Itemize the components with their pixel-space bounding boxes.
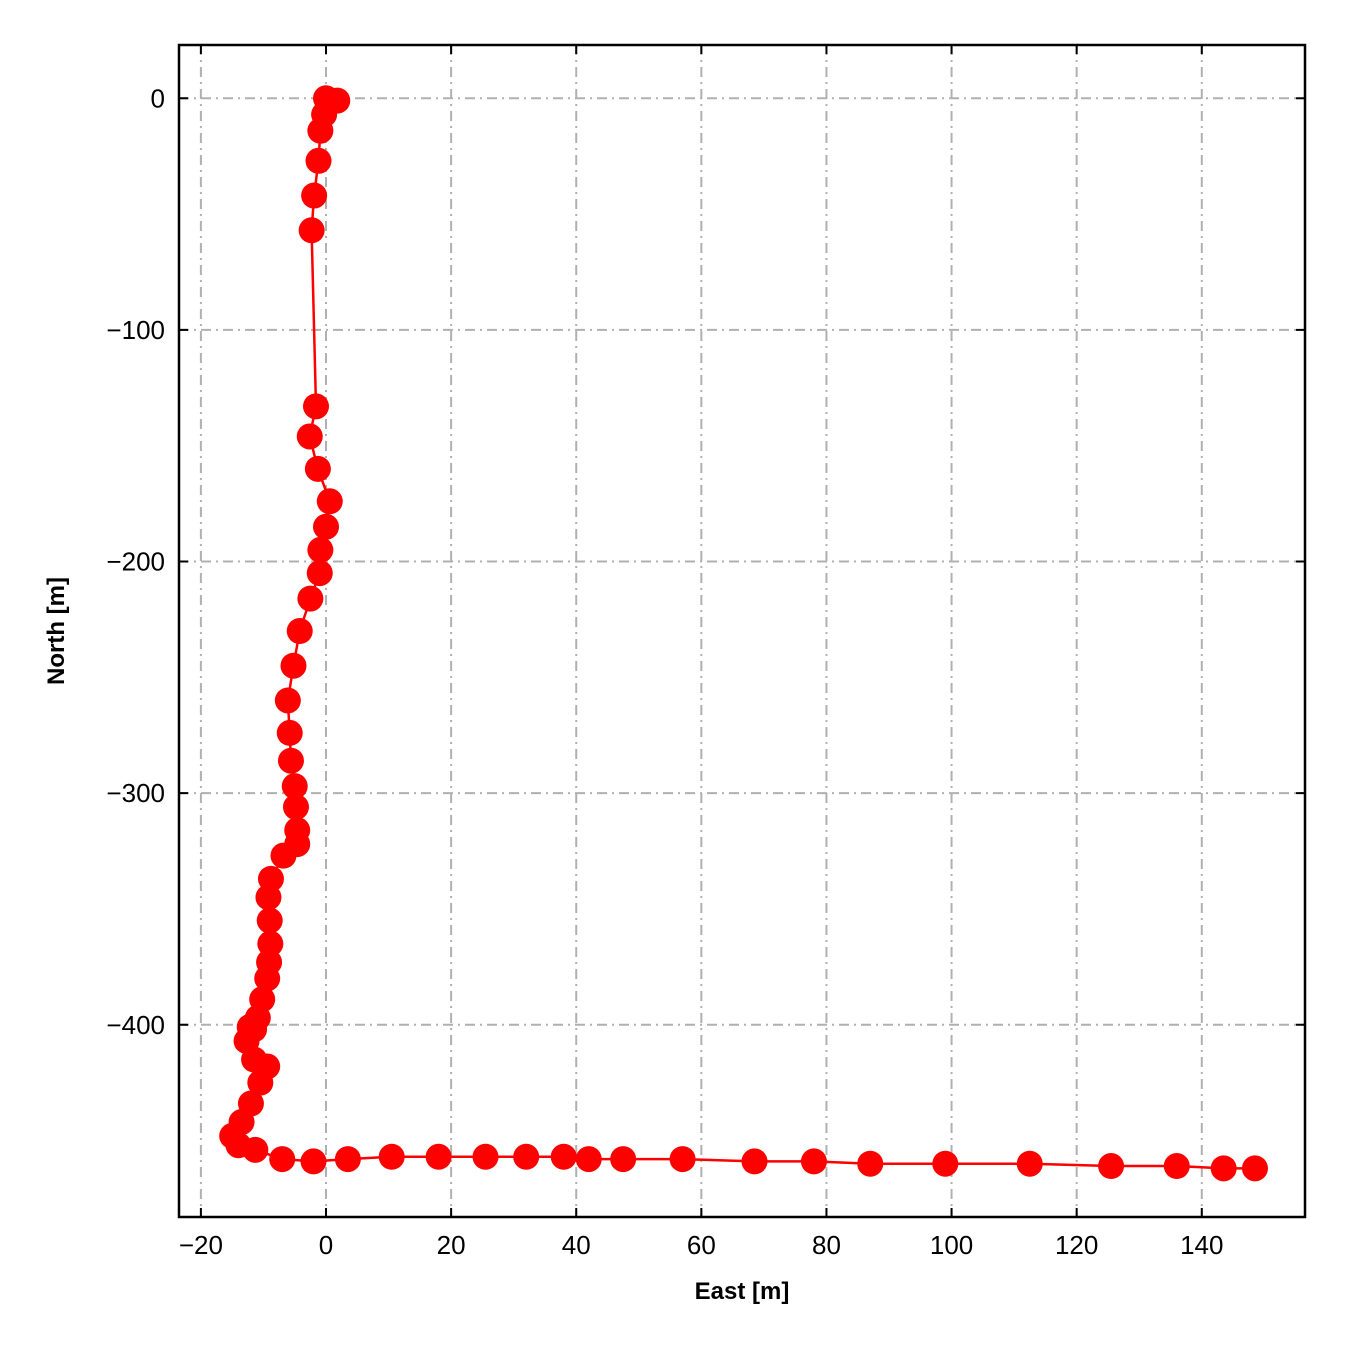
data-point — [247, 1069, 274, 1096]
data-point — [307, 536, 334, 563]
data-point — [281, 773, 308, 800]
data-point — [300, 1148, 327, 1175]
data-point — [550, 1143, 577, 1170]
data-point — [741, 1148, 768, 1175]
y-tick-label: 0 — [151, 83, 165, 113]
data-point — [298, 217, 325, 244]
x-tick-label: 20 — [437, 1230, 466, 1260]
data-point — [254, 965, 281, 992]
y-axis-title: North [m] — [43, 577, 70, 685]
data-point — [1241, 1155, 1268, 1182]
data-point — [1163, 1153, 1190, 1180]
x-axis-ticks: −20 0 20 40 60 80 100 120 140 — [179, 45, 1223, 1260]
data-point — [425, 1143, 452, 1170]
y-tick-label: −400 — [106, 1010, 165, 1040]
data-point — [932, 1150, 959, 1177]
data-point — [610, 1146, 637, 1173]
data-point — [282, 794, 309, 821]
series-layer — [219, 85, 1268, 1182]
y-tick-label: −200 — [106, 547, 165, 577]
data-point — [857, 1150, 884, 1177]
data-point — [313, 513, 340, 540]
data-point — [316, 488, 343, 515]
x-tick-label: 140 — [1180, 1230, 1223, 1260]
x-tick-label: 40 — [562, 1230, 591, 1260]
data-point — [1210, 1155, 1237, 1182]
x-tick-label: 80 — [812, 1230, 841, 1260]
plot-frame — [177, 43, 1307, 1219]
data-point — [276, 719, 303, 746]
data-point — [305, 147, 332, 174]
data-point — [1016, 1150, 1043, 1177]
data-point — [257, 930, 284, 957]
data-point — [304, 455, 331, 482]
data-point — [302, 393, 329, 420]
x-tick-label: 100 — [930, 1230, 973, 1260]
data-point — [513, 1143, 540, 1170]
data-point — [255, 884, 282, 911]
data-point — [270, 842, 297, 869]
data-point — [306, 560, 333, 587]
data-point — [296, 423, 323, 450]
data-point — [277, 747, 304, 774]
data-point — [297, 585, 324, 612]
data-point — [575, 1146, 602, 1173]
data-point — [269, 1146, 296, 1173]
x-tick-label: 60 — [687, 1230, 716, 1260]
data-point — [800, 1148, 827, 1175]
data-point — [307, 117, 334, 144]
data-point — [472, 1143, 499, 1170]
data-point — [334, 1146, 361, 1173]
data-point — [242, 1136, 269, 1163]
x-axis-title: East [m] — [695, 1278, 790, 1305]
data-point — [1098, 1153, 1125, 1180]
data-point — [669, 1146, 696, 1173]
data-point — [378, 1143, 405, 1170]
x-tick-label: 0 — [319, 1230, 333, 1260]
y-tick-label: −300 — [106, 778, 165, 808]
series-line — [230, 97, 1255, 1170]
data-point — [280, 652, 307, 679]
data-point — [286, 618, 313, 644]
x-tick-label: 120 — [1055, 1230, 1098, 1260]
grid-lines — [179, 45, 1305, 1217]
y-tick-label: −100 — [106, 315, 165, 345]
data-point — [256, 907, 283, 934]
x-tick-label: −20 — [179, 1230, 223, 1260]
data-point — [301, 182, 328, 209]
data-point — [274, 687, 301, 714]
y-axis-ticks: −400 −300 −200 −100 0 — [106, 83, 1305, 1040]
